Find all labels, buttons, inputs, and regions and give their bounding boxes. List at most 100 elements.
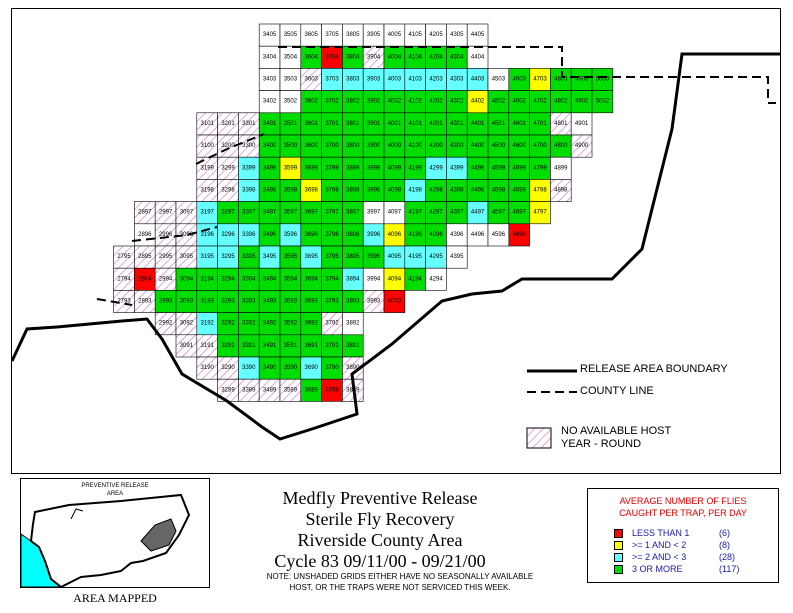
grid-cell-label: 4603 [513,77,527,83]
grid-cell [446,245,468,269]
legend-no-host-line2: YEAR - ROUND [561,438,642,450]
grid-cell-label: 3591 [284,343,298,349]
grid-cell-label: 3795 [325,254,339,260]
grid-cell-label: 3290 [221,365,235,371]
fly-count-legend: AVERAGE NUMBER OF FLIES CAUGHT PER TRAP,… [587,488,779,583]
title-line4: Cycle 83 09/11/00 - 09/21/00 [274,551,486,571]
grid-cell-label: 3493 [263,299,277,305]
grid-cell-label: 3092 [180,321,194,327]
note: NOTE: UNSHADED GRIDS EITHER HAVE NO SEAS… [220,571,580,593]
grid-cell-label: 4797 [533,210,547,216]
grid-cell-label: 3401 [263,121,277,127]
grid-cell-label: 3096 [180,232,194,238]
grid-cell-label: 4403 [471,77,485,83]
grid-cell-label: 4097 [388,210,402,216]
grid-cell-label: 3194 [201,276,215,282]
grid-cell-label: 4294 [429,276,443,282]
grid-cell-label: 4600 [513,143,527,149]
grid-cell-label: 3097 [180,210,194,216]
grid-cell-label: 4395 [450,254,464,260]
grid-cell-label: 3892 [346,321,360,327]
grid-cell-label: 3898 [346,188,360,194]
grid-cell-label: 3293 [221,299,235,305]
grid-cell-label: 4701 [533,121,547,127]
grid-cell-label: 3903 [367,77,381,83]
grid-cell [570,134,593,158]
fly-legend-count: (6) [719,528,730,538]
grid-cell-label: 3794 [325,276,339,282]
title-line2: Sterile Fly Recovery [305,509,455,529]
grid-cell-label: 3694 [305,276,319,282]
grid-cell-label: 3798 [325,188,339,194]
grid-cell-label: 4699 [513,165,527,171]
grid-cell-label: 3094 [180,276,194,282]
grid-cell-label: 3501 [284,121,298,127]
note-line1: NOTE: UNSHADED GRIDS EITHER HAVE NO SEAS… [266,572,534,581]
county-line [96,46,776,306]
grid-cell-label: 4093 [388,299,402,305]
green-swatch [614,565,623,574]
grid-cell-label: 4300 [450,143,464,149]
grid-cell-label: 3701 [325,121,339,127]
grid-cells: 3405 3505 3605 3705 3805 3905 4005 4105 4205 4305… [113,23,614,402]
grid-cell-label: 4798 [533,188,547,194]
grid-cell-label: 3793 [325,299,339,305]
grid-cell-label: 3201 [221,121,235,127]
grid-cell-label: 3399 [242,165,256,171]
grid-cell-label: 3999 [367,165,381,171]
grid-cell-label: 3291 [221,343,235,349]
grid-cell-label: 4899 [554,165,568,171]
grid-cell-label: 3692 [305,321,319,327]
grid-cell-label: 4404 [471,54,485,60]
grid-cell-label: 4499 [471,165,485,171]
grid-cell-label: 3192 [201,321,215,327]
title-line3: Riverside County Area [297,530,463,550]
grid-cell-label: 4397 [450,210,464,216]
grid-cell-label: 4195 [409,254,423,260]
grid-cell-label: 3403 [263,77,277,83]
grid-cell-label: 2894 [138,276,152,282]
grid-cell-label: 4100 [409,143,423,149]
grid-cell-label: 4304 [450,54,464,60]
grid-cell-label: 4901 [575,121,589,127]
grid-cell-label: 3700 [325,143,339,149]
grid-cell-label: 3689 [305,387,319,393]
grid-cell-label: 3796 [325,232,339,238]
inset-label-line2: AREA [106,491,124,497]
grid-cell-label: 4000 [388,143,402,149]
grid-cell-label: 4903 [575,77,589,83]
grid-cell-label: 4194 [409,276,423,282]
inset-map-drawing [21,493,191,587]
grid-cell-label: 3691 [305,343,319,349]
grid-cell-label: 3698 [305,188,319,194]
grid-cell-label: 3298 [221,188,235,194]
grid-cell-label: 3395 [242,254,256,260]
grid-cell-label: 4299 [429,165,443,171]
grid-cell-label: 4094 [388,276,402,282]
grid-cell-label: 3503 [284,77,298,83]
grid-cell-label: 3995 [367,254,381,260]
grid-cell-label: 3605 [305,32,319,38]
grid-cell-label: 3895 [346,254,360,260]
grid-cell-label: 2996 [159,232,173,238]
grid-cell-label: 4298 [429,188,443,194]
grid-cell-label: 5003 [596,77,610,83]
grid-cell-label: 4099 [388,165,402,171]
grid-cell-label: 3804 [346,54,360,60]
grid-cell-label: 4702 [533,99,547,105]
grid-cell-label: 3604 [305,54,319,60]
grid-cell [529,201,551,225]
release-area-boundary [12,52,780,441]
grid-cell-label: 4199 [409,165,423,171]
note-line2: HOST, OR THE TRAPS WERE NOT SERVICED THI… [289,583,511,592]
grid-cell-label: 3597 [284,210,298,216]
grid-cell [383,290,406,313]
grid-cell-label: 3789 [325,387,339,393]
grid-cell-label: 3294 [221,276,235,282]
grid-cell-label: 4399 [450,165,464,171]
grid-cell-label: 3190 [201,365,215,371]
grid-cell-label: 4096 [388,232,402,238]
title-line1: Medfly Preventive Release [282,488,478,508]
grid-cell-label: 3596 [284,232,298,238]
fly-legend-title: AVERAGE NUMBER OF FLIES CAUGHT PER TRAP,… [588,495,778,519]
